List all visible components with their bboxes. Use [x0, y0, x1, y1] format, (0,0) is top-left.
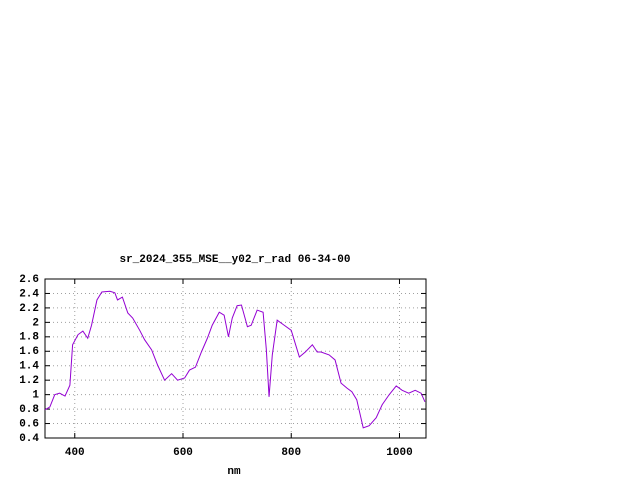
y-tick-label: 1.8 — [19, 332, 39, 344]
plot-border — [44, 278, 427, 439]
y-tick-label: 1.4 — [19, 361, 39, 373]
y-tick-label: 2 — [32, 317, 39, 329]
y-tick-label: 0.8 — [19, 404, 39, 416]
y-tick-label: 1.6 — [19, 346, 39, 358]
data-line — [44, 290, 426, 429]
y-tick-label: 2.6 — [19, 274, 39, 286]
y-tick-label: 0.6 — [19, 418, 39, 430]
x-tick-label: 600 — [173, 447, 193, 459]
y-tick-label: 1.2 — [19, 375, 39, 387]
x-axis-label: nm — [227, 466, 241, 478]
y-tick-label: 2.2 — [19, 303, 39, 315]
y-tick-label: 1 — [32, 390, 39, 402]
y-tick-label: 0.4 — [19, 433, 39, 445]
x-tick-label: 800 — [281, 447, 301, 459]
chart-title: sr_2024_355_MSE__y02_r_rad 06-34-00 — [119, 254, 350, 266]
x-tick-label: 1000 — [386, 447, 412, 459]
x-tick-label: 400 — [65, 447, 85, 459]
y-tick-label: 2.4 — [19, 288, 39, 300]
